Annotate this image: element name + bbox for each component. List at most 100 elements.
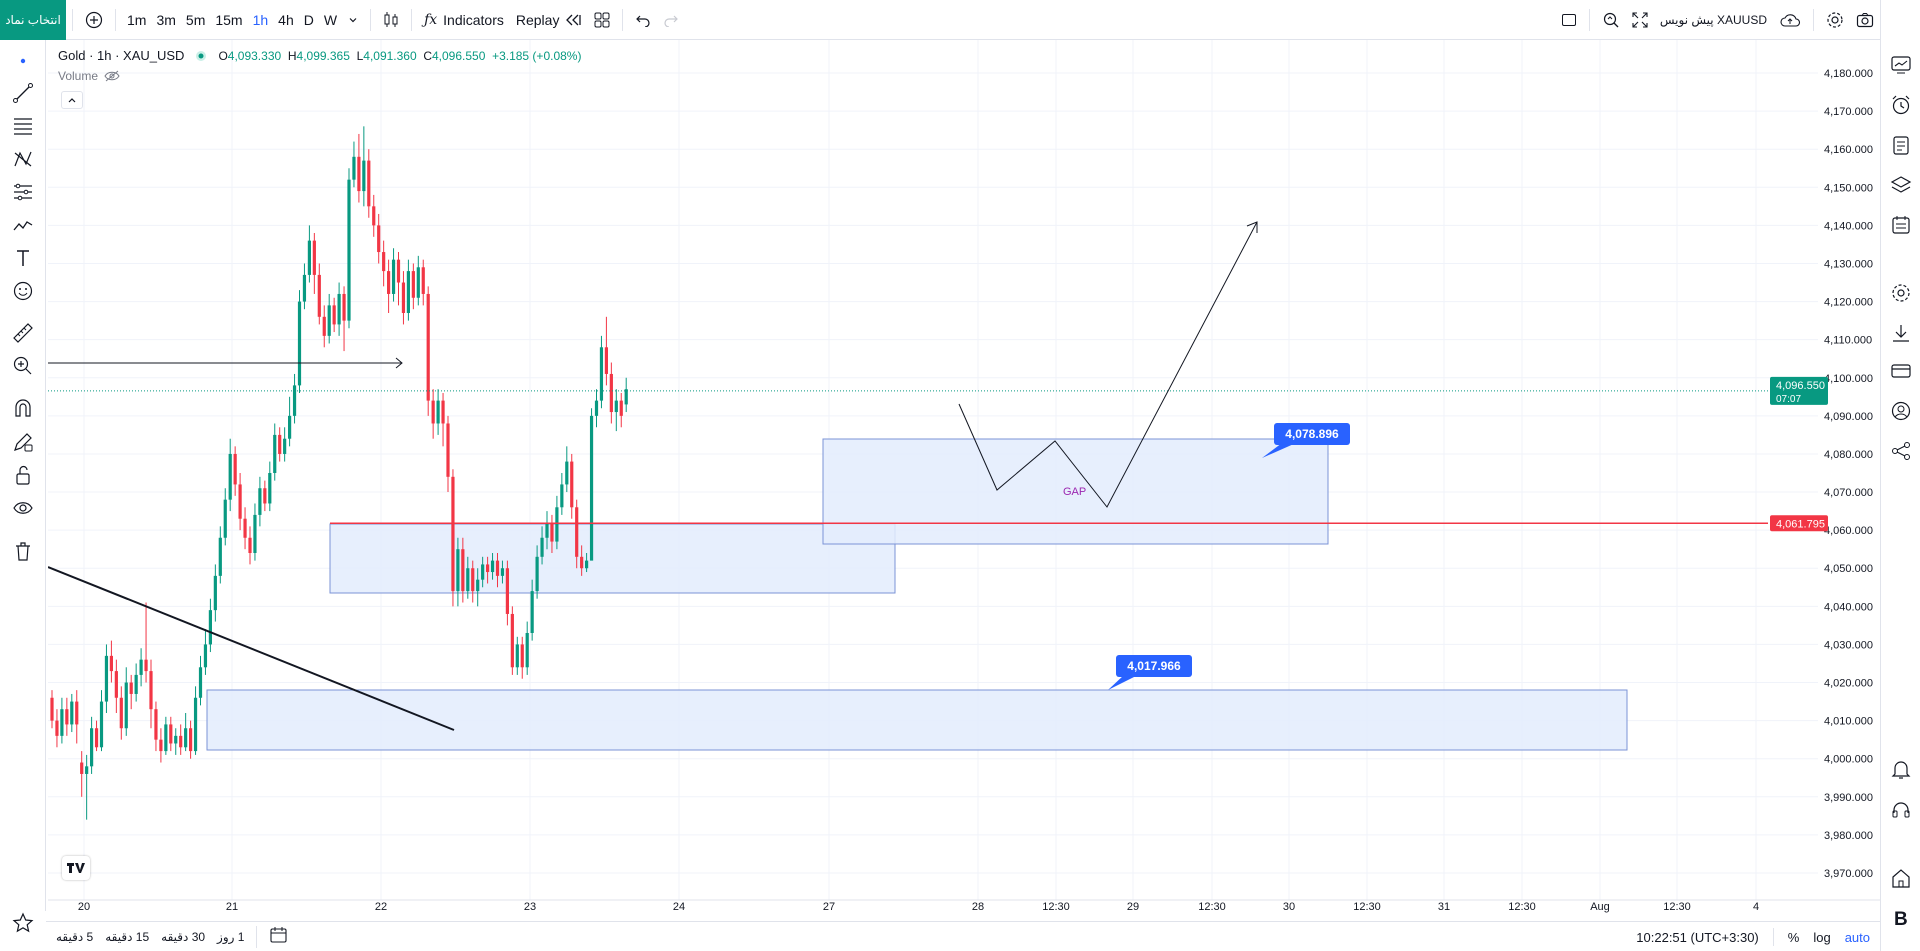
interval-w[interactable]: W [323,11,338,28]
text-tool[interactable] [10,245,36,271]
share-button[interactable] [1888,438,1914,464]
price-tick-label: 4,080.000 [1824,449,1873,461]
time-axis[interactable]: 20 21 22 23 24 27 28 12:30 29 12:30 30 12:30 31 12:30… [78,901,1759,913]
clock-timezone[interactable]: 10:22:51 (UTC+3:30) [1636,929,1759,945]
notes-button[interactable] [1888,132,1914,158]
calendar-button[interactable] [1888,212,1914,238]
lock-drawings-tool[interactable] [10,462,36,488]
profile-button[interactable] [1888,398,1914,424]
interval-d[interactable]: D [303,11,314,28]
replay-button[interactable]: Replay [510,5,589,35]
collapse-legend-button[interactable] [61,91,83,109]
legend-symbol[interactable]: Gold · 1h · XAU_USD [58,48,185,63]
drawing-zones [206,438,1628,751]
quick-search-button[interactable] [1596,5,1626,35]
range-button[interactable]: 5 دقیقه [56,929,94,944]
date-range-button[interactable] [263,926,295,947]
candle-down [520,644,524,668]
fullscreen-layout-button[interactable] [1555,5,1583,35]
candle-up [184,728,188,748]
interval-dropdown[interactable] [342,5,364,35]
divider [1813,9,1814,31]
candle-down [50,697,54,721]
watchlist-button[interactable] [1888,52,1914,78]
favorites-tool[interactable] [10,910,36,936]
redo-button[interactable] [657,5,685,35]
time-tick-label: 27 [823,901,835,913]
zoom-tool[interactable] [10,353,36,379]
publish-button[interactable]: پیش نویس XAUUSD [1654,5,1773,35]
layers-icon [1890,176,1912,193]
log-toggle[interactable]: log [1813,929,1831,945]
fullscreen-button[interactable] [1626,5,1654,35]
range-button[interactable]: 30 دقیقه [161,929,206,944]
close-label: C [423,48,432,63]
support-button[interactable] [1888,797,1914,823]
measure-tool[interactable] [10,320,36,346]
interval-15m[interactable]: 15m [215,11,243,28]
candle-up [99,701,104,748]
percent-toggle[interactable]: % [1787,929,1800,945]
pattern-tool[interactable] [10,146,36,172]
cloud-save-button[interactable] [1773,5,1807,35]
right-settings-button[interactable] [1888,280,1914,306]
candle-up [198,667,203,698]
indicators-button[interactable]: ƒx Indicators [418,5,510,35]
settings-button[interactable] [1820,5,1850,35]
interval-3m[interactable]: 3m [156,11,176,28]
broker-button[interactable]: B [1888,905,1914,931]
magnet-tool[interactable] [10,396,36,422]
chart-canvas[interactable]: GAP 4,078.896 4,017.966 4,180.000 4,170.000… [48,40,1880,921]
brush-tool[interactable] [10,212,36,238]
candle-up [327,305,331,336]
eye-off-icon[interactable] [104,70,120,82]
undo-button[interactable] [629,5,657,35]
add-symbol-button[interactable] [79,5,109,35]
candle-down [80,762,84,774]
symbol-search-button[interactable]: انتخاب نماد [0,0,66,40]
payment-button[interactable] [1888,358,1914,384]
interval-1h[interactable]: 1h [252,11,269,28]
candle-down [238,484,242,519]
download-button[interactable] [1888,320,1914,346]
prediction-tool[interactable] [10,179,36,205]
candle-up [203,644,208,668]
range-button[interactable]: 1 روز [217,929,245,944]
candle-up [273,434,277,473]
snapshot-button[interactable] [1850,5,1880,35]
notifications-button[interactable] [1888,756,1914,782]
candle-down [75,701,79,725]
tradingview-logo[interactable] [62,856,90,880]
layouts-button[interactable] [588,5,616,35]
cursor-tool[interactable] [10,48,36,74]
interval-5m[interactable]: 5m [185,11,206,28]
layers-button[interactable] [1888,172,1914,198]
hide-drawings-tool[interactable] [10,495,36,521]
range-button[interactable]: 15 دقیقه [105,929,150,944]
volume-label[interactable]: Volume [58,69,99,83]
gap-label: GAP [1063,486,1086,498]
interval-1m[interactable]: 1m [127,11,147,28]
price-tick-label: 4,020.000 [1824,678,1873,690]
top-toolbar-right: پیش نویس XAUUSD [1555,0,1880,40]
dot-cursor-icon [20,58,26,64]
trendline-tool[interactable] [10,80,36,106]
price-axis[interactable]: 4,180.000 4,170.000 4,160.000 4,150.000 4,14… [1770,68,1873,880]
emoji-tool[interactable] [10,278,36,304]
chart-type-button[interactable] [377,5,405,35]
time-tick-label: 28 [972,901,984,913]
divider [115,8,116,31]
candle-up [297,301,302,386]
remove-drawings-tool[interactable] [10,538,36,564]
indicators-label: Indicators [443,11,504,28]
candle-down [382,252,386,272]
stay-drawing-tool[interactable] [10,429,36,455]
home-button[interactable] [1888,865,1914,891]
divider [622,8,624,31]
candle-up [139,659,143,675]
candle-up [481,564,485,580]
auto-toggle[interactable]: auto [1844,929,1870,945]
alerts-button[interactable] [1888,92,1914,118]
interval-4h[interactable]: 4h [278,11,294,28]
fib-tool[interactable] [10,113,36,139]
